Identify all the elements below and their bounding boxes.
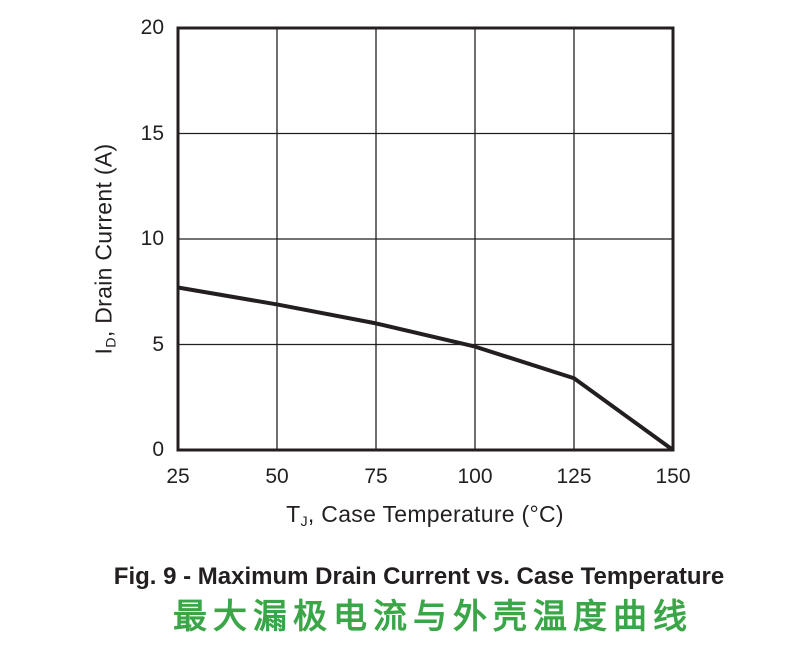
x-axis-title-text: , Case Temperature (°C): [307, 501, 564, 527]
x-tick-label: 125: [556, 465, 592, 488]
figure-caption-english: Fig. 9 - Maximum Drain Current vs. Case …: [113, 563, 725, 590]
x-axis-symbol-subscript: J: [300, 513, 308, 530]
x-tick-label: 75: [364, 465, 388, 488]
y-tick-label: 15: [140, 121, 164, 145]
data-curve-maximum-drain-current: [177, 285, 675, 452]
x-axis-title: TJ, Case Temperature (°C): [0, 501, 802, 530]
figure-caption-chinese: 最大漏极电流与外壳温度曲线: [173, 598, 693, 636]
x-axis-symbol: T: [286, 501, 301, 527]
x-tick-label: 25: [166, 465, 190, 488]
x-tick-label: 150: [655, 465, 691, 488]
y-tick-label: 10: [140, 227, 164, 250]
y-tick-label: 5: [152, 332, 164, 356]
x-tick-label: 50: [265, 465, 289, 488]
y-tick-label: 20: [140, 16, 164, 39]
x-tick-label: 100: [457, 465, 493, 488]
plot-area: [176, 26, 675, 452]
y-tick-label: 0: [152, 438, 164, 461]
plot-frame: [176, 26, 675, 452]
